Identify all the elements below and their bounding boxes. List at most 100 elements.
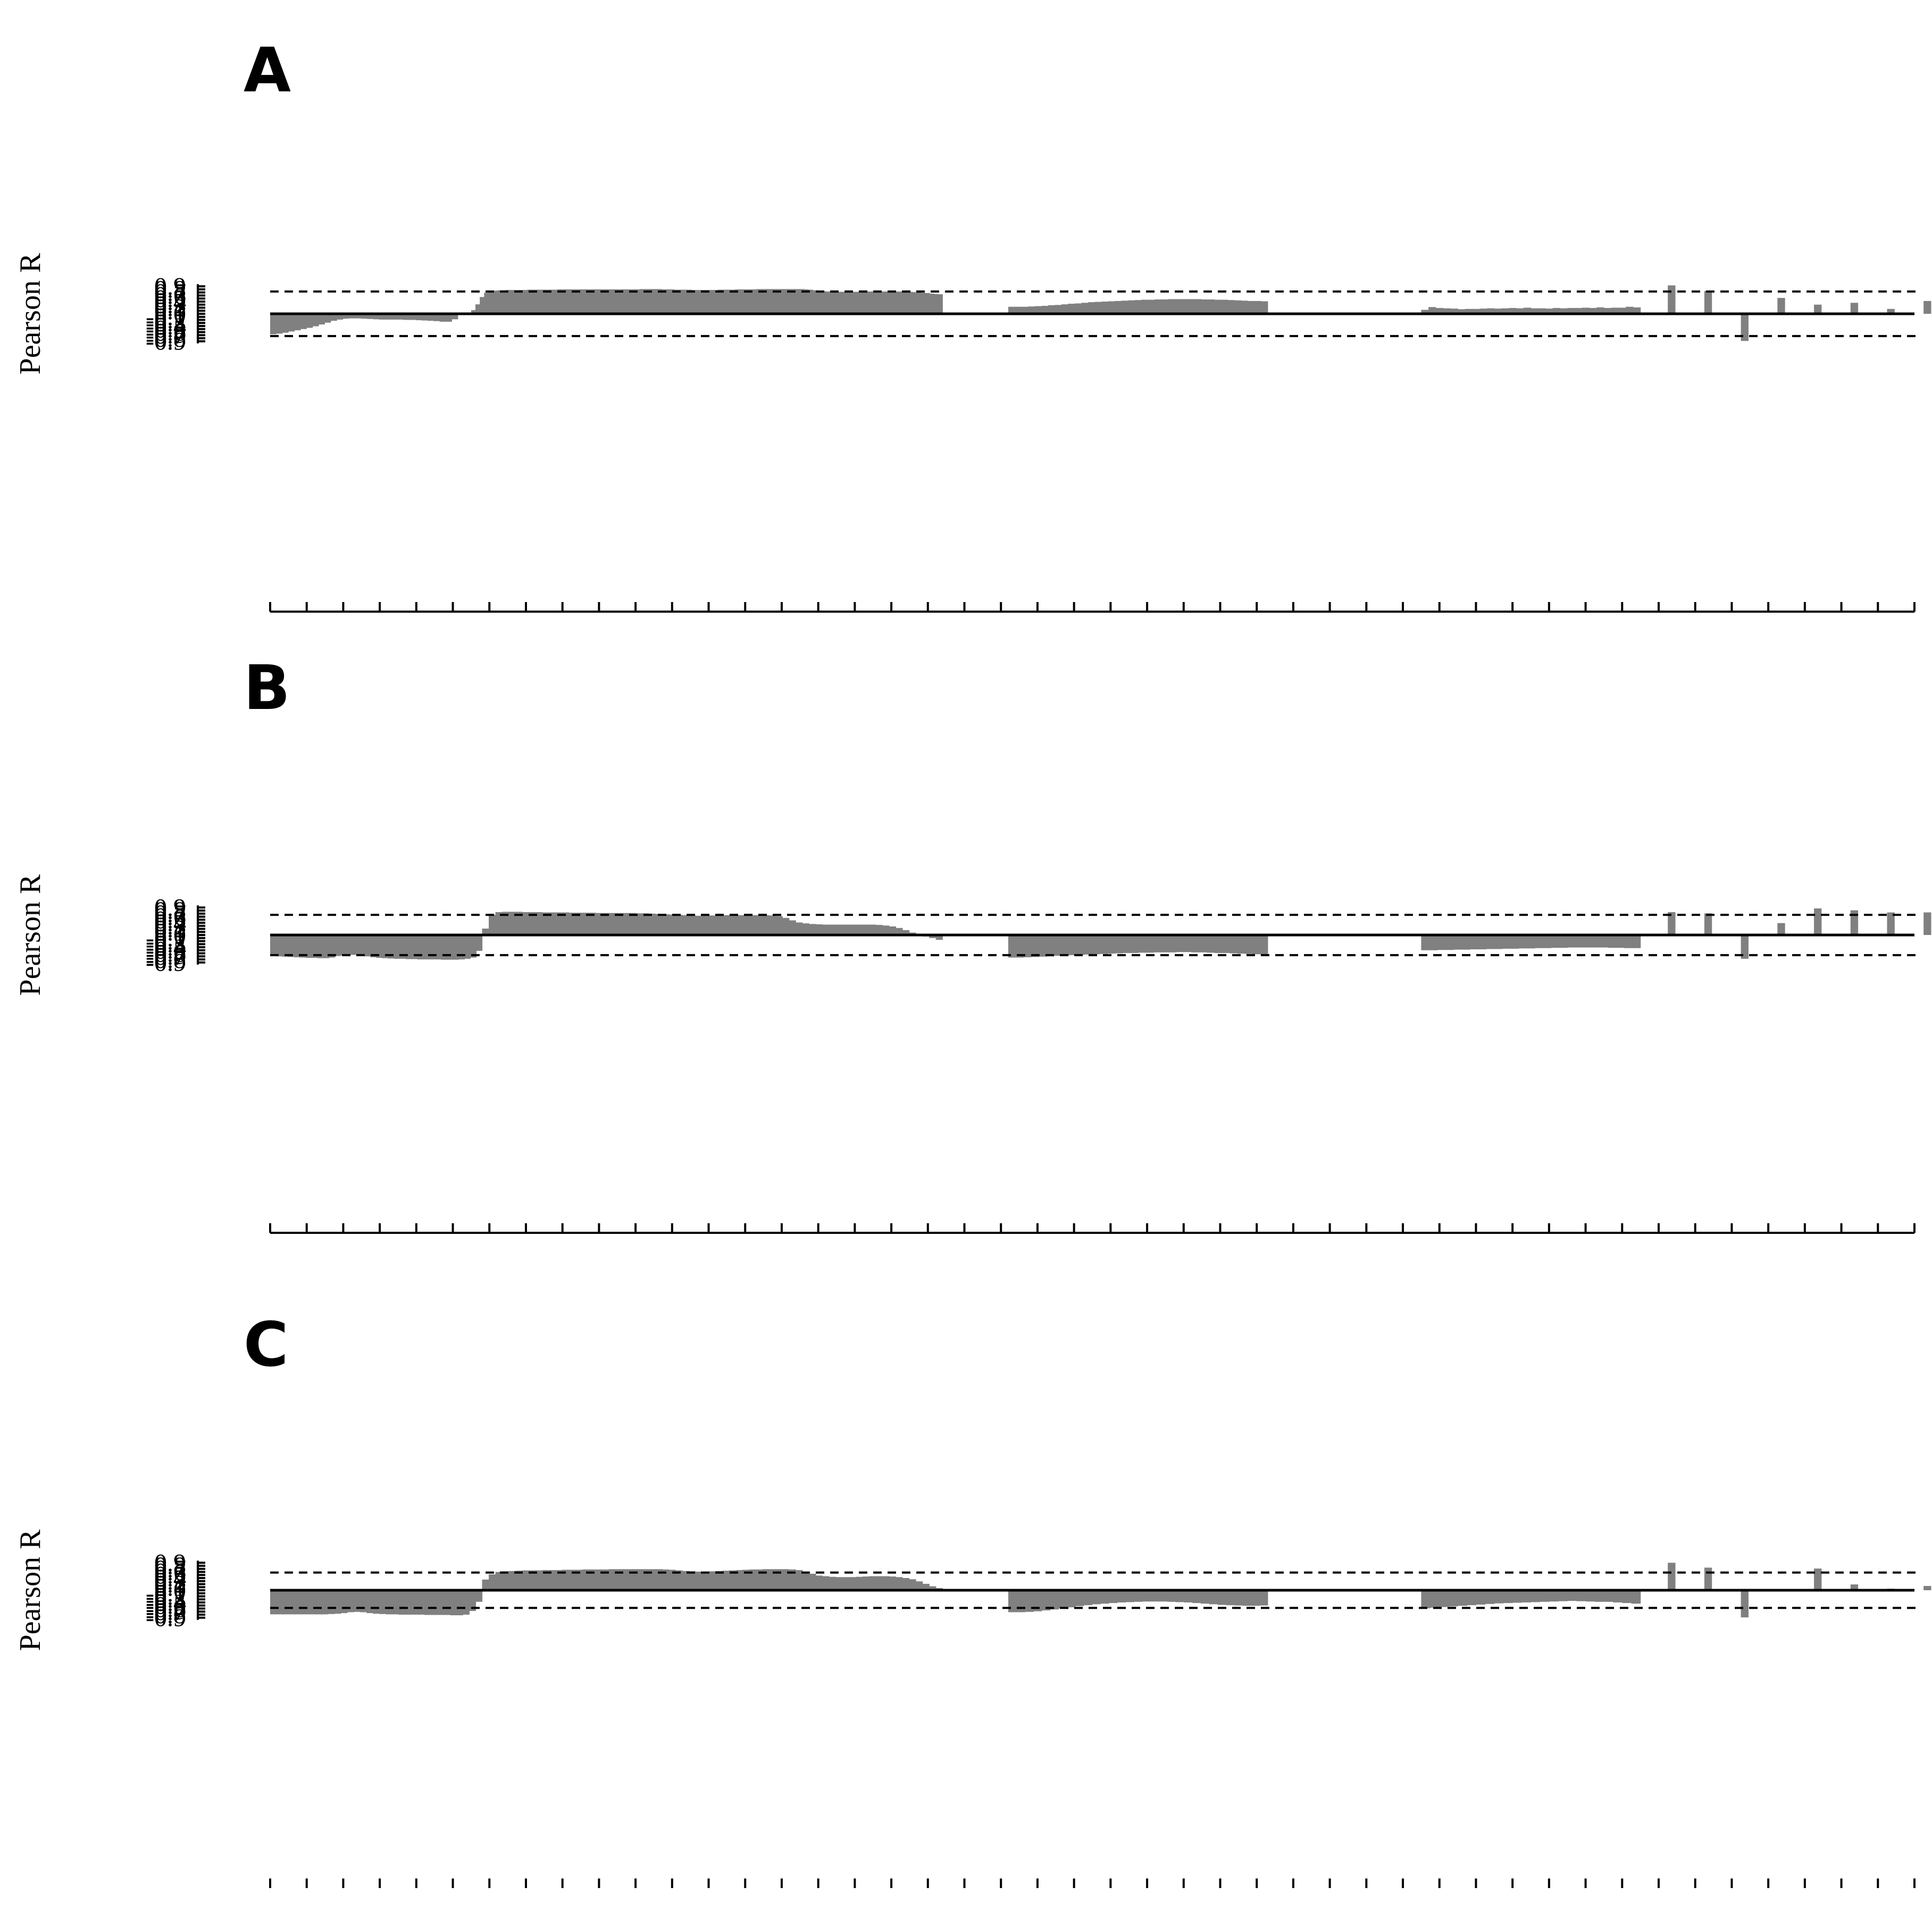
bar	[1168, 935, 1177, 953]
bar	[675, 915, 683, 935]
y-tick-label: -0.3	[146, 309, 186, 337]
bar	[588, 289, 593, 314]
bar	[423, 935, 430, 959]
bar	[1068, 304, 1075, 314]
bar	[1535, 935, 1544, 948]
y-tick-label: 0.6	[154, 903, 186, 931]
bar	[315, 1590, 322, 1615]
bar	[808, 289, 813, 314]
bar	[589, 1569, 596, 1590]
bar	[1081, 303, 1089, 314]
bar	[1494, 935, 1503, 949]
bar	[1624, 935, 1633, 948]
bar	[789, 920, 796, 935]
y-tick-label: 0.8	[154, 275, 186, 304]
y-tick-label: 0	[173, 300, 186, 328]
bar	[1458, 1590, 1467, 1606]
bar	[424, 1590, 431, 1615]
bar	[734, 289, 740, 314]
bar	[1181, 299, 1189, 314]
bar	[562, 289, 567, 314]
bar	[635, 913, 643, 935]
bar	[1530, 1590, 1541, 1602]
y-tick-label: 0.4	[154, 288, 186, 316]
bar	[522, 1570, 529, 1590]
bar	[696, 1571, 703, 1590]
bar	[1704, 913, 1712, 935]
bar	[562, 912, 570, 935]
bar	[1516, 308, 1524, 314]
bar	[451, 314, 458, 320]
bar	[1226, 1590, 1235, 1606]
bar	[1549, 1590, 1559, 1602]
bar	[270, 1590, 277, 1615]
y-tick-label: -0.2	[146, 306, 186, 334]
bar	[802, 923, 809, 935]
bar	[735, 1570, 743, 1590]
bar	[595, 1569, 603, 1590]
bar	[1108, 1590, 1118, 1604]
bar	[557, 289, 563, 314]
bar	[1704, 1567, 1712, 1590]
bar	[862, 1576, 869, 1590]
bar	[648, 289, 654, 314]
bar	[1494, 308, 1502, 314]
bar	[1741, 935, 1749, 959]
y-tick-label: 0.8	[154, 1552, 186, 1580]
bar	[1008, 1590, 1017, 1613]
y-tick-label: -0.5	[146, 1592, 186, 1620]
bar	[535, 912, 543, 935]
bar	[553, 289, 558, 314]
y-tick-label: -0.6	[146, 1594, 186, 1623]
bar	[1445, 935, 1454, 950]
bar	[869, 924, 876, 935]
bar	[1130, 935, 1139, 953]
bar	[1596, 307, 1604, 314]
bar	[276, 935, 282, 957]
bar	[722, 915, 730, 935]
bar	[908, 291, 913, 314]
bar	[889, 1576, 897, 1590]
y-tick-label: -0.5	[146, 937, 186, 965]
bar	[1777, 923, 1785, 935]
bar	[1159, 1590, 1168, 1602]
bar	[1567, 935, 1576, 948]
bar	[1618, 307, 1626, 314]
y-tick-label: -0.9	[146, 949, 186, 977]
bar	[929, 1586, 936, 1590]
bar	[1575, 935, 1584, 948]
bar	[299, 935, 306, 958]
bar	[1518, 935, 1527, 949]
bar	[1543, 935, 1552, 948]
bar	[366, 1590, 373, 1614]
bar	[1083, 1590, 1092, 1606]
bar	[1428, 307, 1436, 314]
bar	[540, 289, 545, 314]
bar	[1470, 935, 1478, 949]
bar	[294, 935, 300, 957]
bar	[522, 912, 529, 935]
bar	[311, 935, 318, 958]
y-tick-label: -0.8	[146, 1601, 186, 1629]
bar	[696, 290, 701, 314]
bar	[902, 1578, 910, 1590]
bar	[1476, 1590, 1486, 1605]
panel-c-y-axis-label: Pearson R	[14, 1529, 47, 1651]
y-tick-label: 0.1	[154, 918, 186, 946]
bar	[1069, 935, 1077, 955]
bar	[1234, 1590, 1243, 1606]
y-tick-label: -0.4	[146, 933, 186, 962]
bar	[922, 1583, 930, 1590]
panel-c-label: C	[244, 1309, 288, 1381]
bar	[1608, 935, 1617, 948]
bar	[689, 915, 696, 935]
bar	[1107, 935, 1116, 954]
bar	[502, 1571, 509, 1590]
bar	[1668, 1563, 1676, 1590]
bar	[1421, 1590, 1431, 1608]
bar	[342, 314, 349, 319]
bar	[649, 913, 656, 935]
panel-b: 0.90.80.70.60.50.40.30.20.10-0.1-0.2-0.3…	[14, 653, 1931, 1234]
bar	[929, 935, 936, 938]
